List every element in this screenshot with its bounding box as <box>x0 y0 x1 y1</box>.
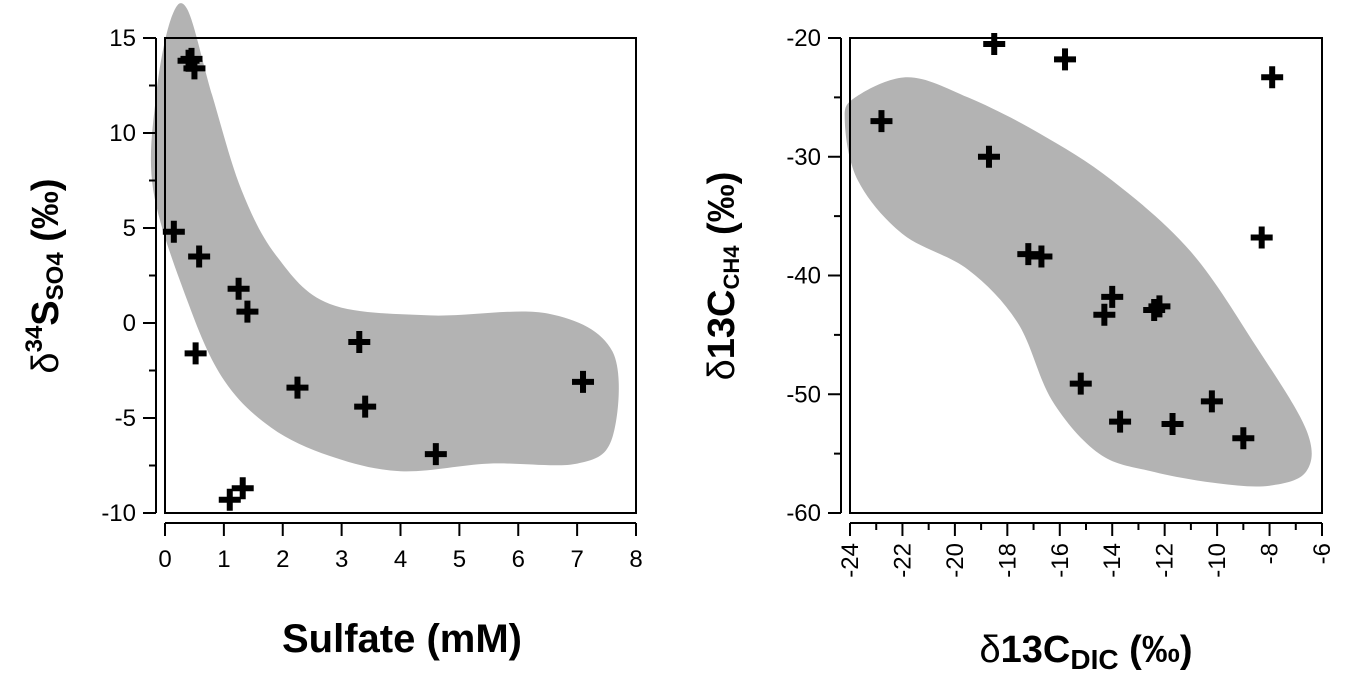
sulfate-data-point <box>424 443 447 466</box>
carbon-x-tick-label: -22 <box>889 543 916 578</box>
sulfate-x-tick-label: 2 <box>276 546 289 573</box>
sulfate-x-tick-label: 6 <box>512 546 525 573</box>
sulfate-data-point <box>188 245 211 268</box>
carbon-data-point <box>1161 412 1184 435</box>
sulfate-x-tick-label: 0 <box>158 546 171 573</box>
sulfate-data-point <box>183 57 206 80</box>
carbon-x-tick-label: -8 <box>1257 543 1284 564</box>
carbon-x-axis-title: δ13CDIC (‰) <box>980 629 1193 675</box>
carbon-x-tick-label: -20 <box>942 543 969 578</box>
sulfate-x-tick-label: 7 <box>570 546 583 573</box>
carbon-x-tick-label: -16 <box>1047 543 1074 578</box>
sulfate-y-tick-label: -5 <box>115 405 136 432</box>
carbon-y-tick-label: -50 <box>786 381 821 408</box>
sulfate-y-tick-label: -10 <box>101 500 136 527</box>
sulfate-y-tick-label: 5 <box>123 215 136 242</box>
carbon-x-tick-label: -24 <box>837 543 864 578</box>
carbon-data-point <box>1148 295 1171 318</box>
sulfate-data-point <box>348 331 371 353</box>
sulfate-data-point <box>231 477 254 500</box>
sulfate-x-tick-label: 1 <box>217 546 230 573</box>
carbon-plot-frame <box>849 37 1323 514</box>
carbon-data-point <box>1232 427 1255 450</box>
carbon-data-point <box>1261 66 1284 89</box>
sulfate-data-point <box>354 395 377 418</box>
carbon-x-tick-label: -6 <box>1309 543 1336 564</box>
carbon-data-point <box>1030 245 1053 268</box>
carbon-y-tick-label: -40 <box>786 263 821 290</box>
carbon-data-point <box>1054 48 1077 71</box>
carbon-data-point <box>983 32 1006 55</box>
sulfate-x-tick-label: 5 <box>453 546 466 573</box>
sulfate-x-tick-label: 4 <box>394 546 407 573</box>
carbon-data-point <box>1200 390 1223 413</box>
sulfate-data-point <box>236 300 259 323</box>
sulfate-data-point <box>227 277 250 300</box>
sulfate-y-tick-label: 0 <box>123 310 136 337</box>
sulfate-axis-ticks: 0 1 2 3 4 5 6 7 8 -10 -5 0 5 10 15 <box>101 25 642 573</box>
sulfate-highlight-region <box>150 3 619 472</box>
sulfate-y-tick-label: 15 <box>109 25 136 52</box>
sulfate-y-tick-label: 10 <box>109 120 136 147</box>
carbon-y-tick-label: -20 <box>786 25 821 52</box>
carbon-y-axis-title: δ13CCH4 (‰) <box>701 172 744 381</box>
carbon-data-point <box>977 145 1000 168</box>
carbon-data-point <box>1101 285 1124 308</box>
carbon-x-tick-label: -12 <box>1152 543 1179 578</box>
sulfate-x-tick-label: 3 <box>335 546 348 573</box>
carbon-y-tick-label: -30 <box>786 144 821 171</box>
sulfate-data-point <box>162 220 185 243</box>
sulfate-data-point <box>184 342 207 365</box>
carbon-x-tick-label: -18 <box>994 543 1021 578</box>
sulfate-data-point <box>286 376 309 399</box>
sulfate-x-axis-title: Sulfate (mM) <box>282 617 522 661</box>
carbon-data-point <box>1109 410 1132 433</box>
sulfate-points <box>162 47 595 511</box>
carbon-data-point <box>870 110 893 133</box>
carbon-axis-ticks: -24 -22 -20 -18 -16 -14 -12 -10 -8 -6 -60 -50 -40 -30… <box>786 25 1336 578</box>
carbon-points <box>870 32 1284 450</box>
sulfate-panel: 0 1 2 3 4 5 6 7 8 -10 -5 0 5 10 15 Sulfate (mM) δ34SSO… <box>21 3 643 661</box>
carbon-data-point <box>1069 372 1092 395</box>
carbon-highlight-region <box>844 77 1312 487</box>
sulfate-data-point <box>572 370 595 393</box>
carbon-isotope-panel: -24 -22 -20 -18 -16 -14 -12 -10 -8 -6 -60 -50 -40 -30… <box>701 25 1336 675</box>
carbon-data-point <box>1093 303 1116 326</box>
sulfate-x-tick-label: 8 <box>629 546 642 573</box>
carbon-x-tick-label: -10 <box>1204 543 1231 578</box>
carbon-data-point <box>1250 226 1273 249</box>
sulfate-plot-frame <box>164 37 637 514</box>
carbon-x-tick-label: -14 <box>1099 543 1126 578</box>
sulfate-y-axis-title: δ34SSO4 (‰) <box>21 178 69 373</box>
sulfate-data-point <box>218 488 241 511</box>
carbon-y-tick-label: -60 <box>786 500 821 527</box>
